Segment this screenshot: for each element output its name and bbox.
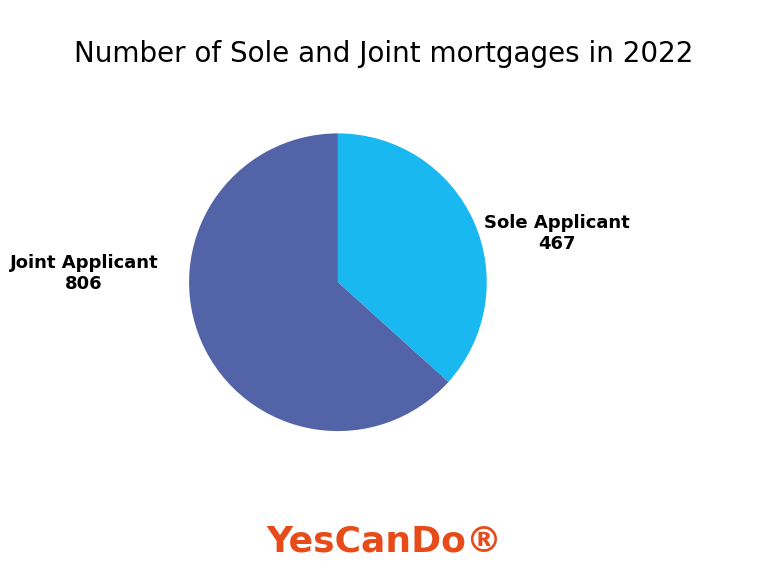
- Text: YesCanDo®: YesCanDo®: [266, 524, 502, 559]
- Text: Sole Applicant
467: Sole Applicant 467: [484, 214, 630, 253]
- Text: Number of Sole and Joint mortgages in 2022: Number of Sole and Joint mortgages in 20…: [74, 40, 694, 69]
- Text: Joint Applicant
806: Joint Applicant 806: [10, 254, 158, 293]
- Wedge shape: [189, 134, 449, 431]
- Wedge shape: [338, 134, 487, 382]
